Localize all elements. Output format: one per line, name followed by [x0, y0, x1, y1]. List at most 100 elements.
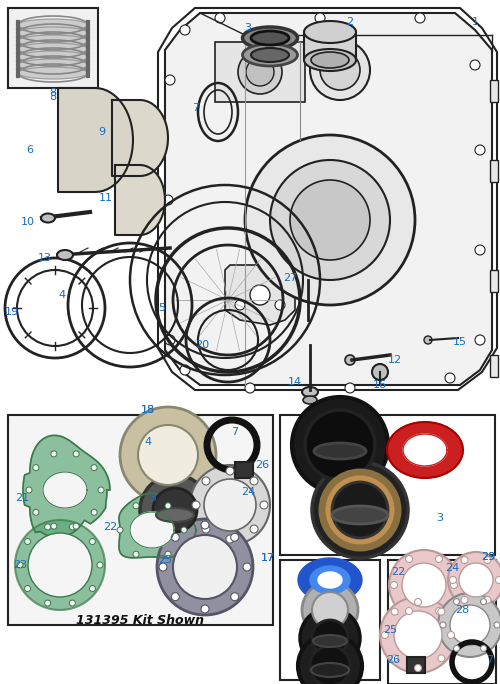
- Text: 23: 23: [13, 560, 27, 570]
- Circle shape: [243, 563, 251, 571]
- Circle shape: [445, 373, 455, 383]
- Circle shape: [459, 563, 493, 597]
- Circle shape: [461, 596, 468, 603]
- Text: 26: 26: [386, 655, 400, 665]
- Text: 22: 22: [103, 522, 117, 532]
- Polygon shape: [115, 165, 165, 235]
- Text: 29: 29: [481, 552, 495, 562]
- Ellipse shape: [302, 274, 314, 282]
- Text: 22: 22: [391, 567, 405, 577]
- Circle shape: [298, 634, 362, 684]
- Circle shape: [290, 180, 370, 260]
- Circle shape: [172, 534, 179, 541]
- Polygon shape: [112, 100, 168, 176]
- Circle shape: [165, 503, 171, 509]
- Circle shape: [300, 608, 360, 668]
- Circle shape: [100, 175, 110, 185]
- Circle shape: [33, 464, 39, 471]
- Circle shape: [91, 510, 97, 515]
- Circle shape: [270, 160, 390, 280]
- Text: 17: 17: [261, 553, 275, 563]
- Circle shape: [484, 557, 491, 564]
- Ellipse shape: [332, 506, 388, 524]
- Circle shape: [70, 524, 75, 530]
- Circle shape: [345, 355, 355, 365]
- Circle shape: [230, 593, 238, 601]
- Circle shape: [15, 520, 105, 610]
- Circle shape: [315, 13, 325, 23]
- Text: 131395 Kit Shown: 131395 Kit Shown: [76, 614, 204, 627]
- Text: 8: 8: [50, 88, 56, 98]
- Circle shape: [312, 462, 408, 558]
- Text: 7: 7: [486, 655, 494, 665]
- Text: 4: 4: [144, 437, 152, 447]
- Circle shape: [496, 577, 500, 583]
- Polygon shape: [225, 265, 295, 325]
- Circle shape: [165, 551, 171, 557]
- Polygon shape: [387, 422, 463, 478]
- Circle shape: [322, 472, 398, 548]
- Text: 29: 29: [481, 552, 495, 562]
- Ellipse shape: [18, 35, 88, 47]
- Circle shape: [120, 407, 216, 503]
- Text: 4: 4: [58, 290, 66, 300]
- Circle shape: [51, 523, 57, 529]
- Circle shape: [380, 597, 456, 673]
- Circle shape: [180, 25, 190, 35]
- Circle shape: [320, 50, 360, 90]
- Text: 11: 11: [99, 193, 113, 203]
- Circle shape: [157, 519, 253, 615]
- Circle shape: [450, 581, 458, 588]
- Circle shape: [250, 477, 258, 485]
- Circle shape: [391, 655, 398, 662]
- Circle shape: [448, 631, 454, 638]
- Circle shape: [140, 475, 210, 545]
- Ellipse shape: [304, 49, 356, 71]
- Circle shape: [391, 608, 398, 615]
- Text: 21: 21: [15, 493, 29, 503]
- Circle shape: [26, 487, 32, 493]
- Polygon shape: [119, 493, 196, 558]
- Text: 26: 26: [255, 460, 269, 470]
- Circle shape: [310, 646, 350, 684]
- Circle shape: [260, 501, 268, 509]
- Circle shape: [310, 40, 370, 100]
- Circle shape: [302, 582, 358, 638]
- Circle shape: [394, 611, 442, 659]
- Text: 18: 18: [141, 405, 155, 415]
- Ellipse shape: [242, 44, 298, 66]
- Circle shape: [406, 607, 412, 614]
- Ellipse shape: [303, 396, 317, 404]
- Circle shape: [24, 586, 30, 592]
- Circle shape: [235, 300, 245, 310]
- Polygon shape: [298, 558, 362, 602]
- Ellipse shape: [311, 52, 349, 68]
- Circle shape: [230, 534, 238, 541]
- Polygon shape: [23, 435, 110, 538]
- Circle shape: [202, 477, 210, 485]
- Circle shape: [215, 13, 225, 23]
- Text: 19: 19: [5, 307, 19, 317]
- Circle shape: [484, 596, 491, 603]
- Bar: [490, 160, 498, 182]
- Circle shape: [130, 110, 140, 120]
- Circle shape: [345, 383, 355, 393]
- Circle shape: [448, 552, 500, 608]
- Circle shape: [382, 631, 388, 638]
- Circle shape: [73, 523, 79, 529]
- Ellipse shape: [41, 213, 55, 222]
- Text: 9: 9: [98, 127, 105, 137]
- Circle shape: [180, 365, 190, 375]
- Circle shape: [402, 563, 446, 607]
- Circle shape: [73, 451, 79, 457]
- Circle shape: [332, 482, 388, 538]
- Circle shape: [415, 13, 425, 23]
- Circle shape: [28, 533, 92, 597]
- Circle shape: [424, 336, 432, 344]
- Text: 27: 27: [283, 273, 297, 283]
- Text: 7: 7: [192, 103, 200, 113]
- Circle shape: [292, 397, 388, 493]
- Text: 10: 10: [21, 217, 35, 227]
- Text: 17: 17: [261, 553, 275, 563]
- Ellipse shape: [251, 31, 289, 45]
